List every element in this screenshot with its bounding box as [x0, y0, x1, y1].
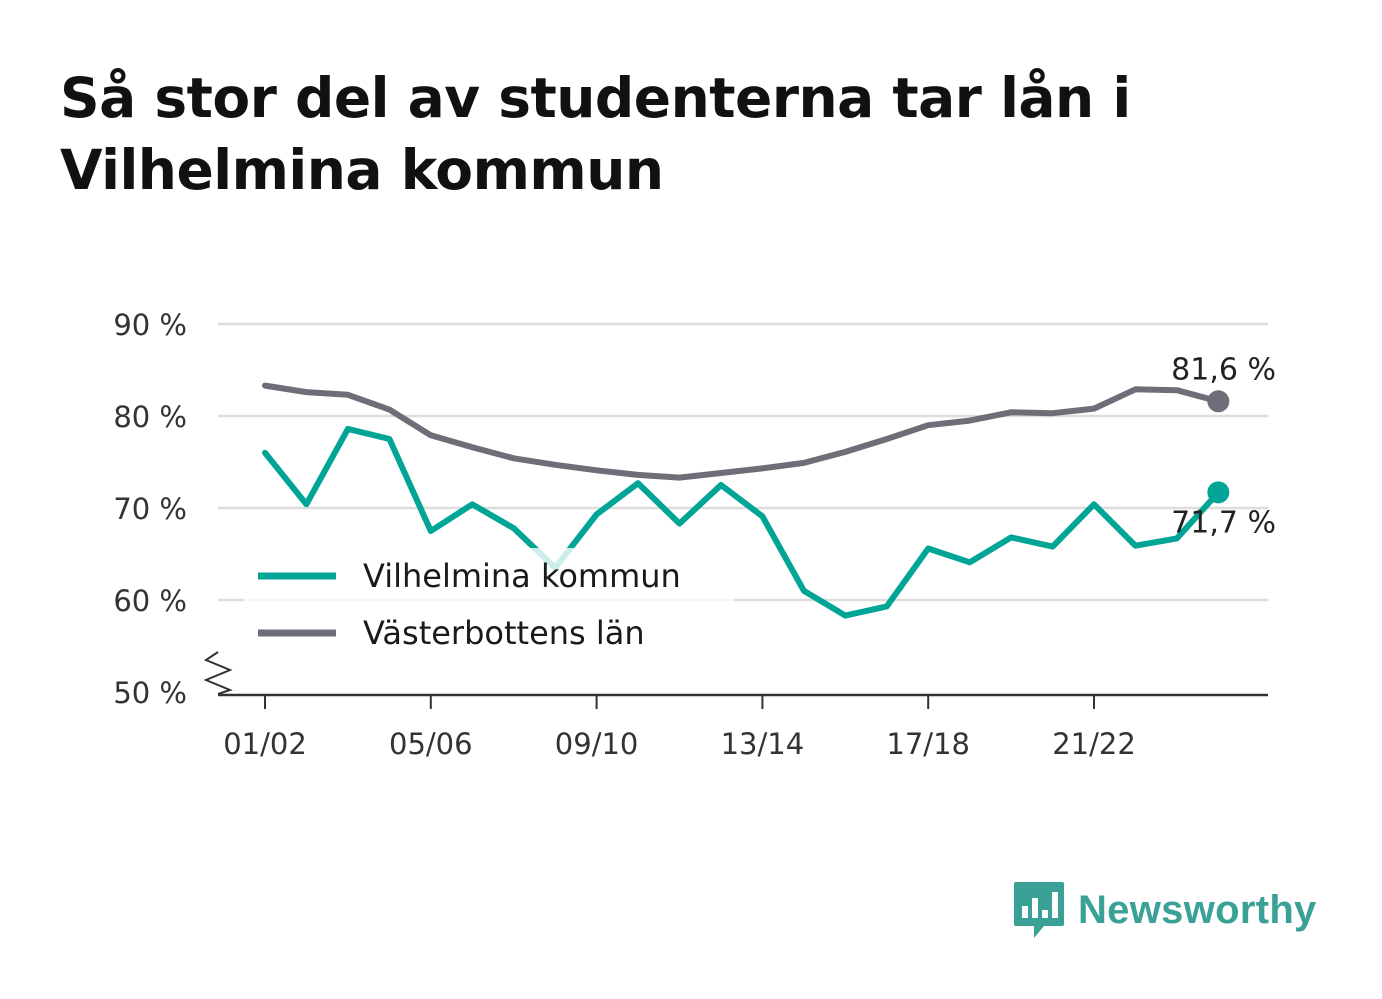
y-tick-label: 70 %	[113, 492, 187, 526]
x-tick-label: 05/06	[389, 727, 473, 761]
series-lines	[262, 382, 1230, 619]
legend-background	[244, 548, 734, 662]
brand-name: Newsworthy	[1078, 887, 1317, 932]
y-tick-label: 90 %	[113, 308, 187, 342]
series-end-label: 81,6 %	[1171, 352, 1276, 387]
x-tick-label: 01/02	[223, 727, 307, 761]
x-axis	[203, 651, 1268, 697]
series-line	[262, 382, 1222, 481]
axis-break-icon	[203, 651, 233, 695]
newsworthy-logo: Newsworthy	[1012, 880, 1317, 940]
series-end-point	[1207, 481, 1230, 504]
x-axis-ticks: 01/02 05/06 09/10 13/14 17/18 21/22	[223, 696, 1136, 761]
legend-label: Västerbottens län	[363, 614, 645, 652]
y-axis-ticks: 50 % 60 % 70 % 80 % 90 %	[113, 308, 187, 710]
bar-chart-speech-bubble-icon	[1014, 882, 1064, 938]
end-labels: 81,6 % 71,7 %	[1171, 352, 1276, 540]
y-tick-label: 60 %	[113, 584, 187, 618]
series-end-label: 71,7 %	[1171, 505, 1276, 540]
x-tick-label: 21/22	[1052, 727, 1136, 761]
series-line	[262, 425, 1222, 619]
y-tick-label: 80 %	[113, 400, 187, 434]
x-tick-label: 13/14	[721, 727, 805, 761]
legend: Vilhelmina kommun Västerbottens län	[244, 548, 734, 662]
chart-title: Så stor del av studenterna tar lån i Vil…	[60, 66, 1131, 202]
x-tick-label: 17/18	[886, 727, 970, 761]
x-tick-label: 09/10	[555, 727, 639, 761]
series-end-point	[1207, 390, 1230, 413]
legend-label: Vilhelmina kommun	[363, 557, 681, 595]
y-tick-label: 50 %	[113, 676, 187, 710]
